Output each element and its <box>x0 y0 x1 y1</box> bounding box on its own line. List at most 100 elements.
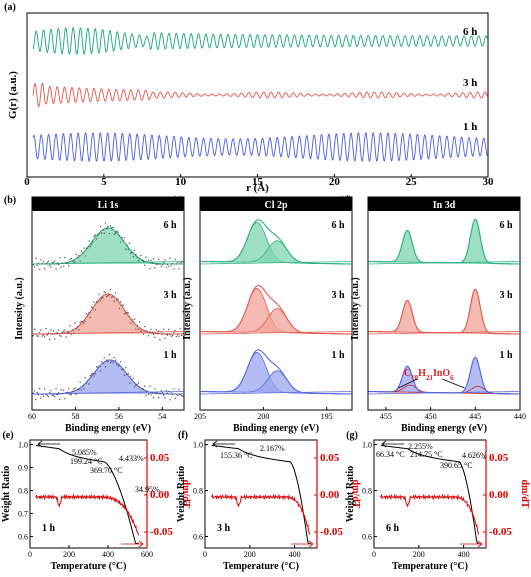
x-tick-label: 0 <box>203 550 207 559</box>
data-point <box>164 337 166 340</box>
data-point <box>36 335 38 337</box>
data-point <box>32 335 34 337</box>
data-point <box>121 304 123 307</box>
x-tick-label: 205 <box>194 412 206 421</box>
data-point <box>62 265 65 267</box>
tga-annotation: 4.626% <box>462 451 487 460</box>
data-point <box>41 262 43 265</box>
data-point <box>68 265 70 267</box>
data-point <box>75 327 78 330</box>
data-point <box>147 259 150 261</box>
data-point <box>40 329 42 331</box>
data-point <box>65 336 67 338</box>
data-point <box>109 225 112 227</box>
xps-peak-fill <box>368 357 520 394</box>
tga-annotation: 34.95% <box>135 485 160 494</box>
data-point <box>165 266 167 268</box>
annotation-arrow <box>442 378 465 389</box>
tga-annotation: 5.085% <box>72 448 97 457</box>
data-point <box>108 294 110 296</box>
data-point <box>144 385 146 387</box>
data-point <box>117 365 119 367</box>
data-point <box>37 262 40 264</box>
panel-title-bar <box>32 197 184 211</box>
data-point <box>90 243 93 245</box>
data-point <box>140 391 142 393</box>
data-point <box>166 263 169 266</box>
data-point <box>155 329 157 331</box>
data-point <box>38 332 41 334</box>
data-point <box>45 393 47 395</box>
x-axis-title: Binding energy (eV) <box>401 423 487 434</box>
data-point <box>156 332 159 335</box>
y2-tick-label: 0.05 <box>150 452 170 464</box>
data-point <box>163 394 165 396</box>
series-label: 1 h <box>499 350 513 361</box>
data-point <box>179 262 181 264</box>
data-point <box>180 395 183 397</box>
data-point <box>135 253 137 256</box>
data-point <box>160 265 162 268</box>
data-point <box>136 256 138 259</box>
panel-letter: (b) <box>4 195 16 206</box>
series-label: 1 h <box>463 121 477 133</box>
data-point <box>151 392 154 394</box>
data-point <box>159 338 161 341</box>
data-point <box>49 264 51 267</box>
xps-peak-fill <box>368 300 520 334</box>
data-point <box>157 330 160 332</box>
data-point <box>178 268 180 270</box>
data-point <box>182 395 184 397</box>
data-point <box>130 252 132 254</box>
data-point <box>126 373 128 376</box>
x-tick-label: 0 <box>372 550 376 559</box>
data-point <box>116 363 118 366</box>
data-point <box>116 230 118 232</box>
x-axis-title: r (Å) <box>246 182 269 194</box>
data-point <box>68 388 70 390</box>
data-point <box>127 312 129 314</box>
data-point <box>174 329 176 332</box>
xps-peak-fill <box>368 366 520 394</box>
data-point <box>142 260 145 263</box>
xps-component-line <box>368 300 521 335</box>
x-tick-label: 440 <box>514 412 526 421</box>
data-point <box>99 225 102 228</box>
weight-curve <box>35 444 139 544</box>
x-tick-label: 25 <box>406 176 418 188</box>
data-point <box>83 322 85 324</box>
xps-peak-fill <box>368 219 520 264</box>
data-point <box>69 258 71 261</box>
series-label: 1 h <box>163 350 177 361</box>
data-point <box>74 387 76 389</box>
data-point <box>138 257 141 260</box>
panel-title: Li 1s <box>98 200 119 211</box>
x-tick-label: 56 <box>115 412 123 421</box>
data-point <box>149 267 151 270</box>
data-point <box>109 288 112 291</box>
data-point <box>112 295 114 297</box>
tga-annotation: 390.65 °C <box>440 461 473 470</box>
data-point <box>121 368 123 370</box>
sample-label: 1 h <box>42 523 56 534</box>
x-tick-label: 60 <box>28 412 36 421</box>
data-point <box>64 329 66 331</box>
data-point <box>60 389 62 391</box>
data-point <box>145 394 147 396</box>
data-point <box>35 333 37 335</box>
data-point <box>106 228 108 230</box>
xps-baseline <box>31 391 185 395</box>
data-point <box>168 265 170 268</box>
data-point <box>99 370 102 372</box>
data-point <box>171 262 174 265</box>
data-point <box>93 235 95 237</box>
x-tick-label: 30 <box>483 176 495 188</box>
data-point <box>95 366 98 368</box>
xps-peak-fill <box>32 360 184 394</box>
data-point <box>113 356 116 359</box>
data-point <box>69 393 71 396</box>
xps-peak-fill <box>32 228 184 264</box>
x-tick-label: 400 <box>289 550 301 559</box>
data-point <box>128 242 131 244</box>
x-tick-label: 200 <box>257 412 269 421</box>
